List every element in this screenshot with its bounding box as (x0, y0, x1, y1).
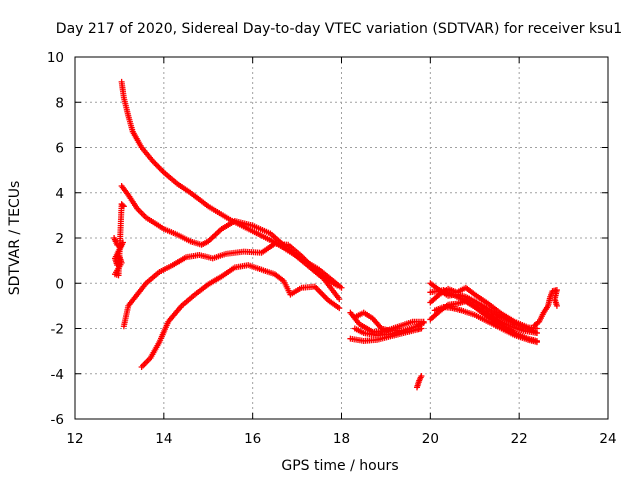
data-point (553, 302, 560, 309)
data-point (155, 163, 162, 170)
data-point (336, 296, 343, 303)
data-point (418, 373, 425, 380)
data-point (151, 159, 158, 166)
y-tick-label: -4 (51, 367, 64, 383)
chart-title: Day 217 of 2020, Sidereal Day-to-day VTE… (56, 21, 622, 37)
x-tick-label: 18 (333, 431, 350, 447)
y-tick-label: 2 (55, 231, 64, 247)
y-tick-labels: -6 -4 -2 0 2 4 6 8 10 (47, 50, 64, 428)
y-tick-label: -2 (51, 322, 64, 338)
y-tick-label: 6 (55, 141, 64, 157)
series-track-g (347, 325, 425, 344)
y-tick-label: 4 (55, 186, 64, 202)
data-point (334, 282, 341, 289)
series-track-b (118, 182, 343, 303)
x-tick-label: 22 (511, 431, 528, 447)
axis-ticks (74, 56, 609, 420)
data-point (120, 203, 127, 210)
x-tick-label: 20 (422, 431, 439, 447)
data-point (153, 162, 160, 169)
data-point (159, 167, 166, 174)
data-point (119, 202, 126, 209)
series-track-c (120, 240, 341, 330)
series-track-j (427, 284, 540, 332)
x-axis-label: GPS time / hours (281, 458, 398, 474)
data-point (338, 284, 345, 291)
y-tick-label: -6 (51, 412, 64, 428)
data-point (420, 319, 427, 326)
series-cluster-19.7h (414, 373, 425, 391)
x-tick-label: 12 (66, 431, 83, 447)
series-track-l (431, 304, 540, 346)
y-tick-label: 8 (55, 95, 64, 111)
y-tick-label: 10 (47, 50, 64, 66)
grid-lines (75, 57, 608, 419)
series-track-n (531, 287, 560, 329)
data-point (158, 166, 165, 173)
data-series (111, 78, 560, 391)
data-point (533, 330, 540, 337)
x-tick-labels: 12 14 16 18 20 22 24 (66, 431, 616, 447)
data-point (533, 339, 540, 346)
x-tick-label: 14 (155, 431, 172, 447)
series-track-m (427, 287, 540, 337)
series-track-d (138, 262, 343, 370)
data-point (400, 327, 407, 334)
y-tick-label: 0 (55, 276, 64, 292)
series-track-h (351, 309, 407, 334)
y-axis-label: SDTVAR / TECUs (7, 181, 23, 296)
x-tick-label: 24 (599, 431, 616, 447)
data-point (336, 305, 343, 312)
series-track-a (118, 78, 345, 291)
data-point (418, 325, 425, 332)
data-point (156, 165, 163, 172)
data-point (152, 160, 159, 167)
series-cluster-13h (111, 201, 127, 279)
x-tick-label: 16 (244, 431, 261, 447)
